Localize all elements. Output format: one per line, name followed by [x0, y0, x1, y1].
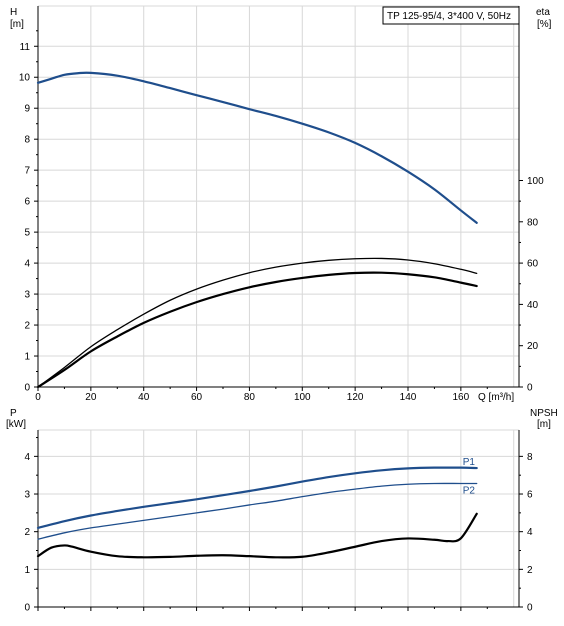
- curves: [36, 71, 478, 559]
- bottom-right-tick-label: 8: [527, 452, 533, 463]
- series-label-p1: P1: [463, 457, 476, 468]
- top-curve-0: [36, 71, 478, 224]
- bottom-right-tick-label: 6: [527, 490, 533, 501]
- series-label-p2: P2: [463, 485, 476, 496]
- x-tick-label: 140: [400, 392, 417, 403]
- bottom-left-tick-label: 3: [24, 490, 30, 501]
- bottom-right-axis-unit: [m]: [537, 419, 551, 430]
- x-axis-label: Q [m³/h]: [478, 392, 514, 403]
- top-right-tick-label: 20: [527, 341, 539, 352]
- top-right-tick-label: 60: [527, 259, 539, 270]
- top-right-axis-unit: [%]: [537, 19, 552, 30]
- top-left-tick-label: 10: [19, 73, 31, 84]
- top-left-axis-label: H: [10, 7, 17, 18]
- top-left-tick-label: 3: [24, 290, 30, 301]
- top-left-tick-label: 1: [24, 352, 30, 363]
- bottom-left-axis-unit: [kW]: [6, 419, 26, 430]
- chart-title-box: [382, 6, 520, 25]
- bottom-right-tick-label: 4: [527, 527, 533, 538]
- top-curve-2: [36, 271, 478, 389]
- bottom-left-tick-label: 1: [24, 565, 30, 576]
- x-tick-label: 120: [347, 392, 364, 403]
- x-tick-label: 20: [85, 392, 97, 403]
- series-labels: P1 P2: [463, 457, 476, 496]
- bottom-chart-grid: [38, 429, 519, 607]
- top-right-axis-label: eta: [536, 7, 550, 18]
- top-left-axis-unit: [m]: [10, 19, 24, 30]
- x-tick-label: 80: [244, 392, 256, 403]
- bottom-left-tick-label: 0: [24, 603, 30, 614]
- top-right-tick-label: 0: [527, 383, 533, 394]
- bottom-curve-2: [36, 512, 478, 559]
- x-tick-label: 160: [453, 392, 470, 403]
- top-left-tick-label: 5: [24, 228, 30, 239]
- bottom-left-axis-label: P: [10, 408, 17, 419]
- chart-title: TP 125-95/4, 3*400 V, 50Hz: [387, 11, 511, 22]
- top-left-tick-label: 8: [24, 135, 30, 146]
- top-left-tick-label: 4: [24, 259, 30, 270]
- top-left-tick-label: 11: [20, 42, 31, 53]
- bottom-right-tick-label: 2: [527, 565, 533, 576]
- tick-labels: 0 20 40 60 80 100 120 140 1600123456789101102040…: [19, 30, 544, 614]
- top-left-tick-label: 2: [24, 321, 30, 332]
- top-left-tick-label: 9: [24, 104, 30, 115]
- x-tick-label: 60: [191, 392, 203, 403]
- bottom-curve-0: [36, 466, 478, 530]
- top-curve-1: [37, 257, 478, 388]
- top-chart-grid: [38, 5, 519, 387]
- bottom-left-tick-label: 2: [24, 527, 30, 538]
- bottom-right-axis-label: NPSH: [530, 408, 558, 419]
- top-left-tick-label: 6: [24, 197, 30, 208]
- top-right-tick-label: 40: [527, 300, 539, 311]
- top-right-tick-label: 100: [527, 176, 544, 187]
- top-left-tick-label: 0: [24, 383, 30, 394]
- bottom-right-tick-label: 0: [527, 603, 533, 614]
- x-tick-label: 40: [138, 392, 150, 403]
- top-right-tick-label: 80: [527, 217, 539, 228]
- bottom-curve-1: [37, 482, 478, 540]
- x-tick-label: 0: [35, 392, 41, 403]
- top-left-tick-label: 7: [24, 166, 30, 177]
- bottom-left-tick-label: 4: [24, 452, 30, 463]
- x-tick-label: 100: [294, 392, 311, 403]
